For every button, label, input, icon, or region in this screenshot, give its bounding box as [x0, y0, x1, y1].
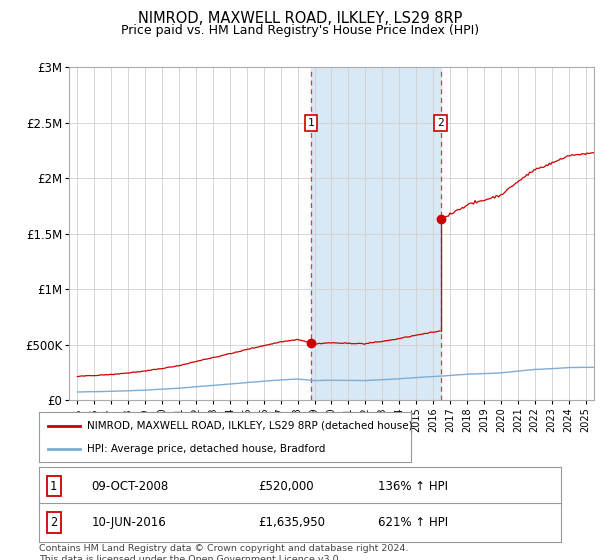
Text: HPI: Average price, detached house, Bradford: HPI: Average price, detached house, Brad… — [88, 444, 326, 454]
Text: 1: 1 — [308, 118, 314, 128]
Text: £520,000: £520,000 — [258, 479, 314, 493]
Text: Contains HM Land Registry data © Crown copyright and database right 2024.
This d: Contains HM Land Registry data © Crown c… — [39, 544, 409, 560]
Text: 621% ↑ HPI: 621% ↑ HPI — [379, 516, 448, 529]
Text: Price paid vs. HM Land Registry's House Price Index (HPI): Price paid vs. HM Land Registry's House … — [121, 24, 479, 36]
Text: 2: 2 — [437, 118, 444, 128]
Text: 2: 2 — [50, 516, 57, 529]
Bar — [311, 67, 440, 400]
Text: 136% ↑ HPI: 136% ↑ HPI — [379, 479, 448, 493]
Text: 1: 1 — [50, 479, 57, 493]
Text: NIMROD, MAXWELL ROAD, ILKLEY, LS29 8RP (detached house): NIMROD, MAXWELL ROAD, ILKLEY, LS29 8RP (… — [88, 421, 413, 431]
Text: 09-OCT-2008: 09-OCT-2008 — [91, 479, 169, 493]
Text: 10-JUN-2016: 10-JUN-2016 — [91, 516, 166, 529]
Text: NIMROD, MAXWELL ROAD, ILKLEY, LS29 8RP: NIMROD, MAXWELL ROAD, ILKLEY, LS29 8RP — [138, 11, 462, 26]
Text: £1,635,950: £1,635,950 — [258, 516, 325, 529]
